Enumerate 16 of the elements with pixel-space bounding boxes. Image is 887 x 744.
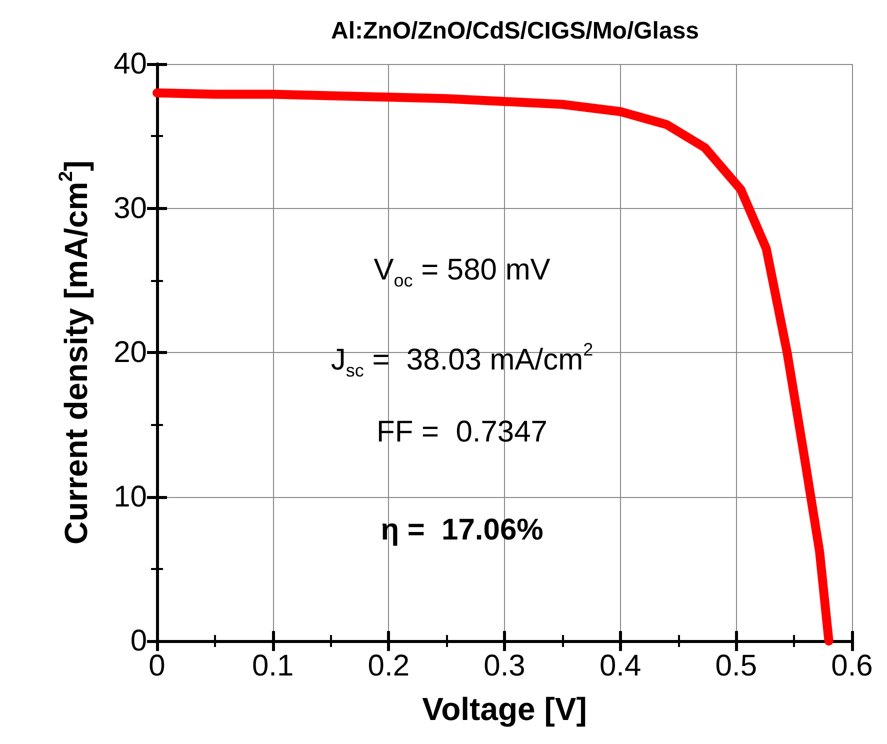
x-tick-label: 0.5 xyxy=(715,650,758,682)
x-tick-label: 0.3 xyxy=(484,650,526,682)
y-tick-label: 20 xyxy=(114,336,147,369)
chart-title: Al:ZnO/ZnO/CdS/CIGS/Mo/Glass xyxy=(330,18,700,44)
y-tick-label: 10 xyxy=(114,480,147,514)
y-tick-label: 40 xyxy=(114,48,147,80)
x-tick-label: 0.4 xyxy=(599,650,642,682)
y-axis-title: Current density [mA/cm2] xyxy=(56,160,94,545)
y-tick-label: 30 xyxy=(114,192,147,225)
x-tick-label: 0.1 xyxy=(252,650,294,682)
annotation: η = 17.06% xyxy=(380,514,544,546)
x-axis-title: Voltage [V] xyxy=(422,691,587,727)
x-tick-label: 0.2 xyxy=(368,650,410,682)
y-tick-label: 0 xyxy=(130,624,147,658)
annotation: FF = 0.7347 xyxy=(376,416,548,448)
x-tick-label: 0.6 xyxy=(831,650,873,682)
